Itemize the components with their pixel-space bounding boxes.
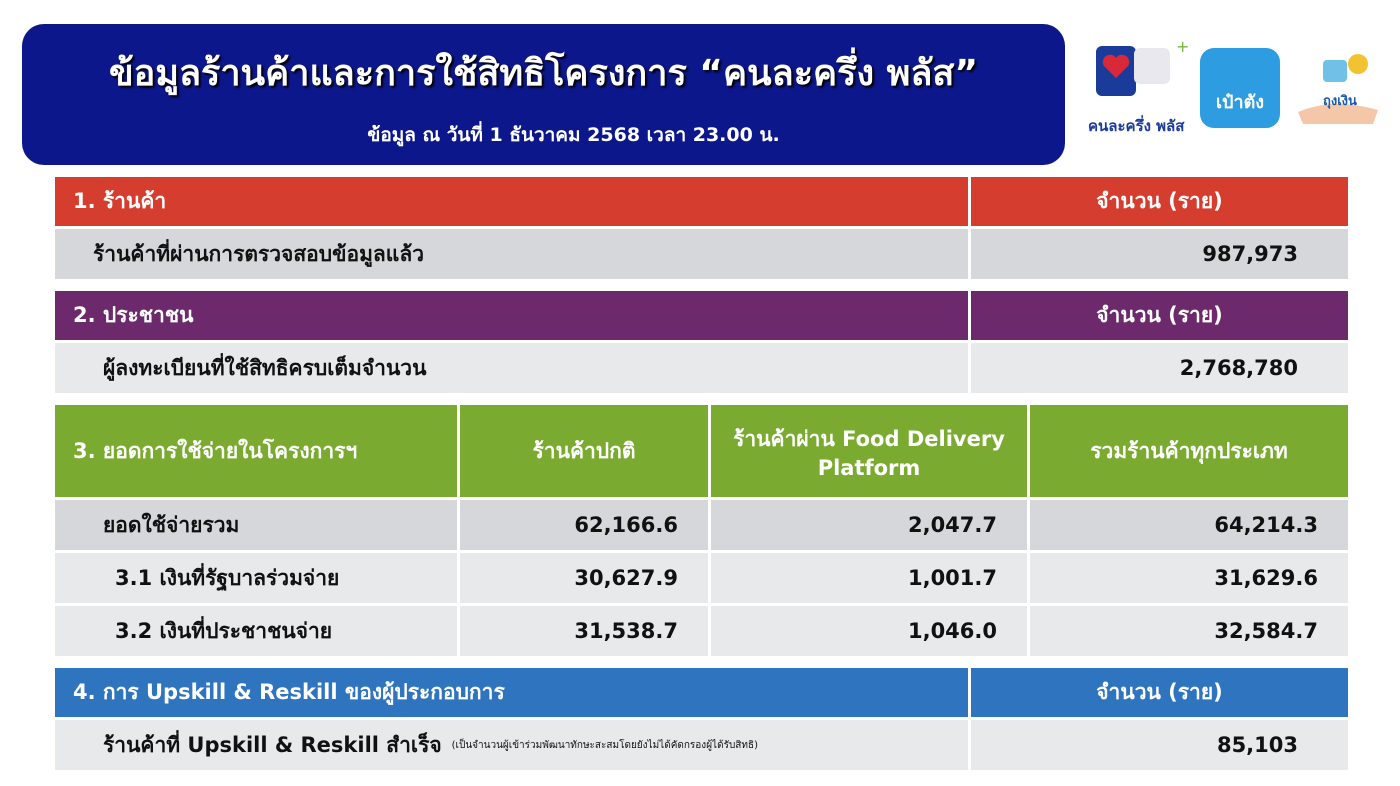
col-delivery-header: ร้านค้าผ่าน Food Delivery Platform [711, 405, 1027, 497]
table-row: 3.1 เงินที่รัฐบาลร่วมจ่าย 30,627.9 1,001… [55, 553, 1348, 603]
logos: + คนละครึ่ง พลัส เป๋าตัง ถุงเงิน [1088, 30, 1393, 140]
row-total: 31,629.6 [1030, 553, 1348, 603]
tungngoen-text: ถุงเงิน [1323, 94, 1357, 109]
section4-label: ร้านค้าที่ Upskill & Reskill สำเร็จ [103, 732, 442, 757]
row-delivery: 1,046.0 [711, 606, 1027, 656]
page-title: ข้อมูลร้านค้าและการใช้สิทธิโครงการ “คนละ… [108, 53, 979, 94]
section2-title: 2. ประชาชน [55, 291, 968, 340]
section2-label: ผู้ลงทะเบียนที่ใช้สิทธิครบเต็มจำนวน [55, 343, 968, 393]
section1-row: ร้านค้าที่ผ่านการตรวจสอบข้อมูลแล้ว 987,9… [55, 229, 1348, 279]
section1-unit: จำนวน (ราย) [971, 177, 1348, 226]
section3-header: 3. ยอดการใช้จ่ายในโครงการฯ ร้านค้าปกติ ร… [55, 405, 1348, 497]
row-total: 32,584.7 [1030, 606, 1348, 656]
khonlakhrueng-text: คนละครึ่ง พลัส [1088, 117, 1185, 135]
section1-label: ร้านค้าที่ผ่านการตรวจสอบข้อมูลแล้ว [55, 229, 968, 279]
row-normal: 31,538.7 [460, 606, 708, 656]
section2-value: 2,768,780 [971, 343, 1348, 393]
row-delivery: 2,047.7 [711, 500, 1027, 550]
col-normal-header: ร้านค้าปกติ [460, 405, 708, 497]
row-total: 64,214.3 [1030, 500, 1348, 550]
section4-unit: จำนวน (ราย) [971, 668, 1348, 717]
section2-row: ผู้ลงทะเบียนที่ใช้สิทธิครบเต็มจำนวน 2,76… [55, 343, 1348, 393]
row-normal: 30,627.9 [460, 553, 708, 603]
row-normal: 62,166.6 [460, 500, 708, 550]
title-banner: ข้อมูลร้านค้าและการใช้สิทธิโครงการ “คนละ… [22, 24, 1065, 165]
section1-header: 1. ร้านค้า จำนวน (ราย) [55, 177, 1348, 226]
section2-header: 2. ประชาชน จำนวน (ราย) [55, 291, 1348, 340]
paotang-logo: เป๋าตัง [1200, 48, 1280, 128]
row-label: 3.1 เงินที่รัฐบาลร่วมจ่าย [55, 553, 457, 603]
section4-header: 4. การ Upskill & Reskill ของผู้ประกอบการ… [55, 668, 1348, 717]
svg-text:+: + [1176, 40, 1188, 56]
section4-value: 85,103 [971, 720, 1348, 770]
row-label: ยอดใช้จ่ายรวม [55, 500, 457, 550]
row-label: 3.2 เงินที่ประชาชนจ่าย [55, 606, 457, 656]
row-delivery: 1,001.7 [711, 553, 1027, 603]
col-total-header: รวมร้านค้าทุกประเภท [1030, 405, 1348, 497]
section2-unit: จำนวน (ราย) [971, 291, 1348, 340]
table-row: 3.2 เงินที่ประชาชนจ่าย 31,538.7 1,046.0 … [55, 606, 1348, 656]
tungngoen-logo: ถุงเงิน [1293, 52, 1383, 127]
section1-value: 987,973 [971, 229, 1348, 279]
table-row: ยอดใช้จ่ายรวม 62,166.6 2,047.7 64,214.3 [55, 500, 1348, 550]
paotang-text: เป๋าตัง [1215, 92, 1265, 113]
khonlakhrueng-logo: + คนละครึ่ง พลัส [1088, 37, 1189, 140]
section4-row: ร้านค้าที่ Upskill & Reskill สำเร็จ (เป็… [55, 720, 1348, 770]
section4-title: 4. การ Upskill & Reskill ของผู้ประกอบการ [55, 668, 968, 717]
section3-title: 3. ยอดการใช้จ่ายในโครงการฯ [55, 405, 457, 497]
page-subtitle: ข้อมูล ณ วันที่ 1 ธันวาคม 2568 เวลา 23.0… [367, 124, 780, 146]
section1-title: 1. ร้านค้า [55, 177, 968, 226]
section4-note: (เป็นจำนวนผู้เข้าร่วมพัฒนาทักษะสะสมโดยยั… [451, 739, 758, 751]
